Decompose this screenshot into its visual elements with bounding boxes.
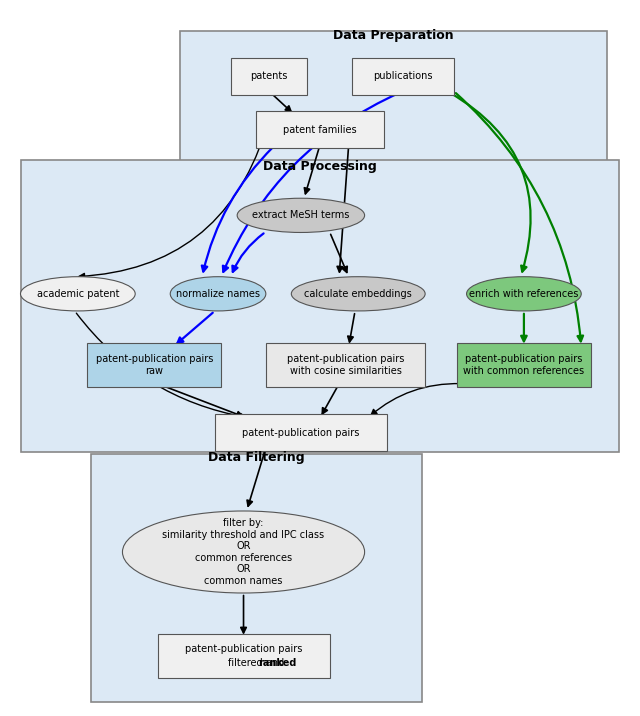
Ellipse shape	[237, 198, 365, 233]
Text: patent-publication pairs: patent-publication pairs	[185, 644, 302, 654]
Text: publications: publications	[373, 72, 433, 82]
Ellipse shape	[20, 276, 135, 311]
Text: extract MeSH terms: extract MeSH terms	[252, 211, 349, 221]
Text: Data Filtering: Data Filtering	[208, 451, 305, 465]
Text: patent families: patent families	[283, 125, 357, 135]
FancyBboxPatch shape	[20, 160, 620, 452]
FancyBboxPatch shape	[180, 32, 607, 163]
Text: Data Processing: Data Processing	[263, 160, 377, 173]
Ellipse shape	[170, 276, 266, 311]
Text: ranked: ranked	[258, 658, 296, 668]
FancyBboxPatch shape	[256, 111, 384, 148]
Text: filtered and: filtered and	[228, 658, 287, 668]
Text: filter by:
similarity threshold and IPC class
OR
common references
OR
common nam: filter by: similarity threshold and IPC …	[163, 518, 324, 586]
Text: normalize names: normalize names	[176, 289, 260, 299]
FancyBboxPatch shape	[457, 343, 591, 387]
Ellipse shape	[467, 276, 581, 311]
Text: enrich with references: enrich with references	[469, 289, 579, 299]
Text: patent-publication pairs
raw: patent-publication pairs raw	[95, 354, 213, 376]
FancyBboxPatch shape	[266, 343, 425, 387]
Ellipse shape	[122, 511, 365, 593]
FancyBboxPatch shape	[157, 634, 330, 678]
Text: academic patent: academic patent	[36, 289, 119, 299]
Ellipse shape	[291, 276, 425, 311]
FancyBboxPatch shape	[352, 58, 454, 95]
Text: calculate embeddings: calculate embeddings	[305, 289, 412, 299]
FancyBboxPatch shape	[215, 415, 387, 451]
Text: patents: patents	[250, 72, 288, 82]
FancyBboxPatch shape	[91, 453, 422, 702]
Text: patent-publication pairs: patent-publication pairs	[242, 428, 360, 438]
Text: Data Preparation: Data Preparation	[333, 29, 454, 42]
FancyBboxPatch shape	[231, 58, 307, 95]
FancyBboxPatch shape	[88, 343, 221, 387]
Text: patent-publication pairs
with cosine similarities: patent-publication pairs with cosine sim…	[287, 354, 404, 376]
Text: patent-publication pairs
with common references: patent-publication pairs with common ref…	[463, 354, 584, 376]
